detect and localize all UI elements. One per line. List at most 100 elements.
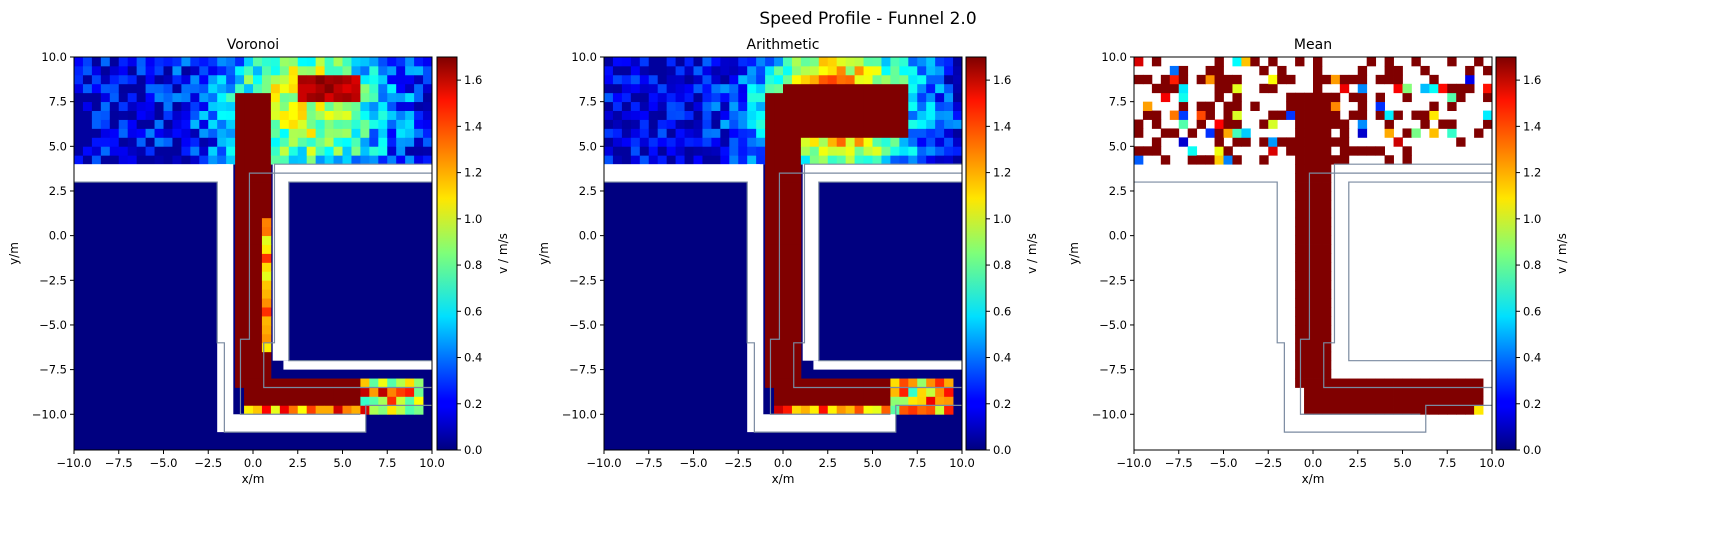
heatmap-cell — [199, 137, 209, 147]
heatmap-cell — [270, 396, 281, 406]
heatmap-cell — [720, 74, 730, 85]
colorbar-tick-label: 1.4 — [464, 119, 482, 133]
heatmap-cell — [657, 65, 668, 76]
heatmap-cell — [1313, 378, 1323, 388]
heatmap-cell — [702, 74, 712, 85]
heatmap-cell — [235, 244, 245, 254]
heatmap-cell — [765, 360, 775, 371]
heatmap-cell — [387, 74, 397, 85]
heatmap-cell — [154, 146, 164, 156]
heatmap-cell — [1321, 217, 1332, 228]
heatmap-cell — [765, 324, 775, 335]
heatmap-cell — [181, 119, 191, 129]
heatmap-cell — [1357, 92, 1368, 103]
heatmap-cell — [1286, 110, 1296, 120]
heatmap-cell — [791, 182, 802, 192]
heatmap-cell — [1321, 173, 1332, 183]
heatmap-cell — [756, 92, 766, 103]
heatmap-cell — [127, 155, 138, 165]
heatmap-cell — [1321, 351, 1332, 362]
heatmap-cell — [136, 57, 146, 67]
walls — [604, 163, 962, 433]
heatmap-cell — [405, 155, 415, 165]
heatmap-cell — [1196, 155, 1206, 165]
heatmap-cell — [1295, 307, 1305, 317]
heatmap-cell — [953, 119, 963, 129]
heatmap-cell — [935, 387, 945, 397]
heatmap-cell — [630, 92, 641, 103]
heatmap-cell — [1295, 342, 1305, 353]
colorbar-tick-label: 1.2 — [1523, 166, 1541, 180]
heatmap-cell — [693, 155, 703, 165]
heatmap-cell — [1313, 396, 1323, 406]
heatmap-cell — [1447, 396, 1457, 406]
heatmap-cell — [1313, 253, 1323, 263]
heatmap-cell — [1384, 396, 1394, 406]
heatmap-cell — [244, 74, 254, 85]
heatmap-cell — [791, 298, 802, 308]
heatmap-cell — [333, 128, 343, 138]
heatmap-cell — [226, 83, 236, 94]
heatmap-cell — [630, 110, 641, 120]
heatmap-cell — [82, 128, 93, 138]
wall-line — [818, 181, 962, 362]
heatmap-cell — [908, 387, 918, 397]
heatmap-cell — [1330, 74, 1341, 85]
heatmap-cell — [1357, 83, 1368, 94]
heatmap-cell — [765, 146, 775, 156]
heatmap-cell — [648, 74, 659, 85]
heatmap-cell — [693, 146, 703, 156]
heatmap-cell — [172, 110, 182, 120]
heatmap-cell — [1214, 137, 1224, 147]
heatmap-cell — [783, 396, 793, 406]
heatmap-cell — [863, 137, 873, 147]
heatmap-cell — [1384, 65, 1394, 76]
heatmap-cell — [1357, 405, 1368, 415]
heatmap-cell — [1348, 396, 1359, 406]
heatmap-cell — [244, 57, 254, 67]
heatmap-cell — [351, 155, 361, 165]
heatmap-cell — [1313, 307, 1323, 317]
x-tick-label: 2.5 — [289, 456, 307, 470]
wall-line — [263, 163, 432, 389]
wall-gap — [604, 164, 760, 183]
heatmap-cell — [1447, 387, 1457, 397]
heatmap-cell — [1330, 137, 1341, 147]
heatmap-cell — [1295, 208, 1305, 219]
heatmap-cell — [1313, 324, 1323, 335]
heatmap-cell — [261, 137, 272, 147]
heatmap-cell — [235, 57, 245, 67]
heatmap-cell — [1321, 235, 1332, 245]
heatmap-cell — [279, 146, 290, 156]
heatmap-cell — [154, 57, 164, 67]
heatmap-cell — [369, 405, 379, 415]
heatmap-cell — [845, 155, 855, 165]
heatmap-cell — [226, 57, 236, 67]
heatmap-cell — [783, 333, 793, 344]
heatmap-cell — [235, 146, 245, 156]
heatmap-cell — [369, 101, 379, 111]
heatmap-cell — [863, 119, 873, 129]
heatmap-cell — [845, 83, 855, 94]
heatmap-cell — [118, 74, 129, 85]
heatmap-cell — [791, 65, 802, 76]
heatmap-cell — [324, 65, 334, 76]
heatmap-cell — [845, 65, 855, 76]
heatmap-cell — [630, 137, 641, 147]
heatmap-cell — [854, 396, 864, 406]
heatmap-cell — [899, 83, 909, 94]
heatmap-cell — [1304, 226, 1314, 237]
heatmap-cell — [765, 271, 775, 281]
heatmap-cell — [315, 92, 325, 103]
heatmap-cell — [190, 137, 200, 147]
heatmap-cell — [827, 57, 838, 67]
heatmap-cell — [154, 65, 164, 76]
heatmap-cell — [1214, 57, 1224, 67]
heatmap-cell — [783, 128, 793, 138]
heatmap-cell — [765, 199, 775, 210]
heatmap-cell — [199, 128, 209, 138]
heatmap-cell — [791, 57, 802, 67]
heatmap-cell — [720, 146, 730, 156]
heatmap-cell — [253, 226, 263, 237]
heatmap-cell — [306, 110, 317, 120]
